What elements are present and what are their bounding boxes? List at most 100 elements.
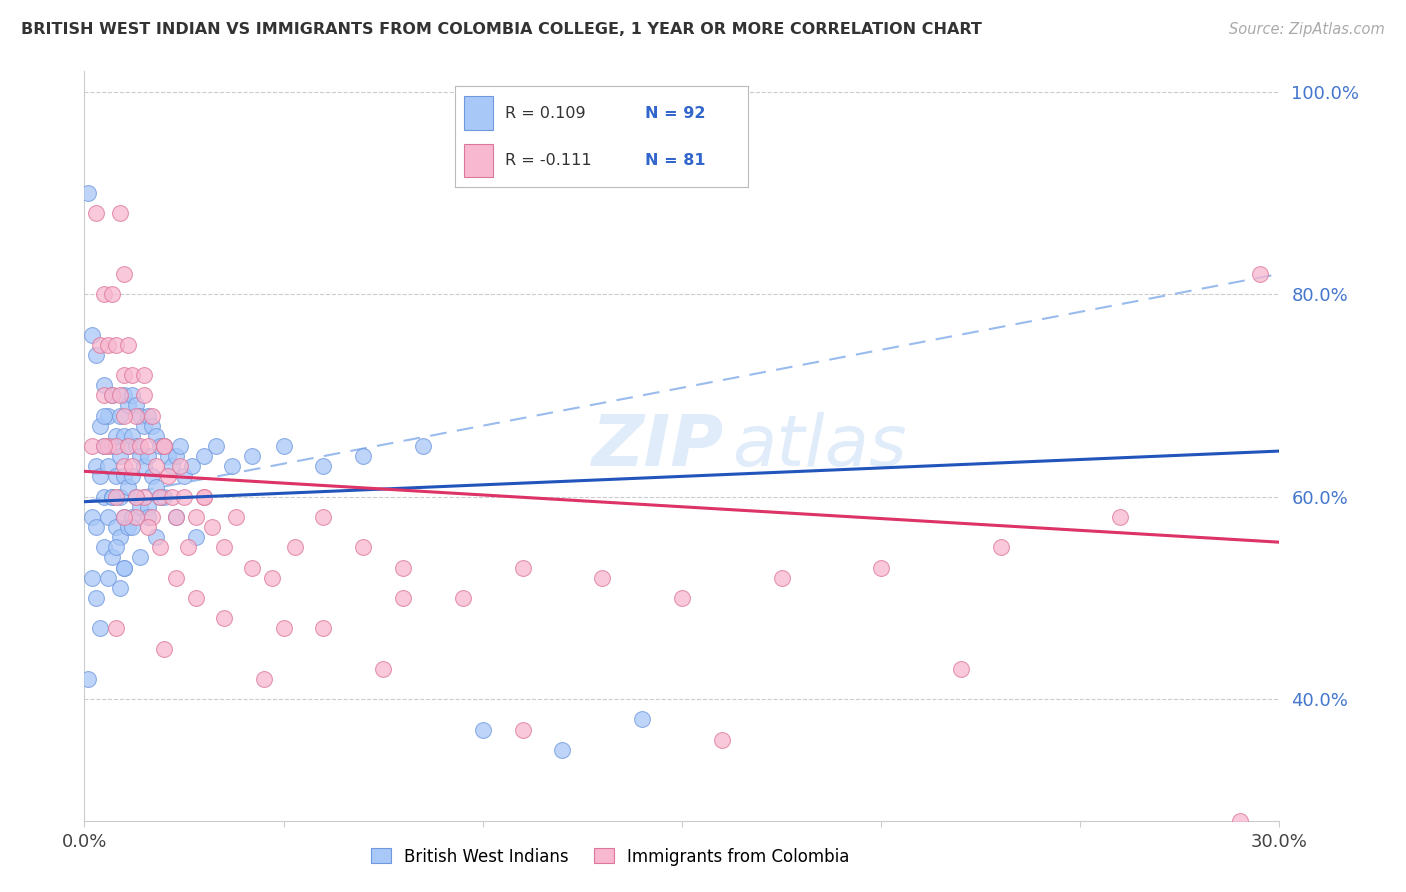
Point <box>129 500 152 514</box>
Point <box>221 459 243 474</box>
Point <box>89 418 111 433</box>
Point <box>77 672 100 686</box>
Point <box>132 490 156 504</box>
Point <box>141 469 163 483</box>
Point <box>97 571 120 585</box>
Point <box>149 490 172 504</box>
Point <box>149 490 172 504</box>
Point <box>149 439 172 453</box>
Point <box>112 429 135 443</box>
Point <box>110 490 132 504</box>
Point <box>86 206 108 220</box>
Point <box>471 723 494 737</box>
Point <box>93 409 115 423</box>
Point <box>671 591 693 605</box>
Point <box>225 509 247 524</box>
Point <box>260 571 283 585</box>
Point <box>86 348 108 362</box>
Point <box>89 469 111 483</box>
Point <box>112 469 135 483</box>
Point <box>591 571 613 585</box>
Point <box>101 388 124 402</box>
Point <box>451 591 474 605</box>
Point <box>160 459 183 474</box>
Point <box>512 723 534 737</box>
Point <box>949 662 972 676</box>
Point <box>86 520 108 534</box>
Point <box>117 337 139 351</box>
Point <box>117 479 139 493</box>
Point <box>105 469 128 483</box>
Point <box>990 541 1012 555</box>
Point <box>105 541 128 555</box>
Point <box>93 439 115 453</box>
Point <box>710 732 733 747</box>
Point <box>82 439 104 453</box>
Point <box>165 449 187 463</box>
Point <box>112 459 135 474</box>
Point <box>129 409 152 423</box>
Point <box>212 541 235 555</box>
Point <box>177 541 200 555</box>
Point <box>1109 509 1132 524</box>
Point <box>273 621 295 635</box>
Point <box>392 560 415 574</box>
Point <box>312 621 335 635</box>
Point <box>284 541 307 555</box>
Point <box>121 469 143 483</box>
Point <box>169 439 191 453</box>
Point <box>165 509 187 524</box>
Point <box>312 509 335 524</box>
Point <box>105 429 128 443</box>
Point <box>82 571 104 585</box>
Point <box>112 388 135 402</box>
Point <box>121 388 143 402</box>
Point <box>312 459 335 474</box>
Point <box>136 520 159 534</box>
Point <box>160 490 183 504</box>
Point <box>117 439 139 453</box>
Point <box>145 459 167 474</box>
Point <box>273 439 295 453</box>
Text: ZIP: ZIP <box>592 411 724 481</box>
Point <box>157 449 180 463</box>
Point <box>105 520 128 534</box>
Point <box>512 560 534 574</box>
Point <box>412 439 434 453</box>
Point <box>136 500 159 514</box>
Point <box>125 439 148 453</box>
Point <box>105 490 128 504</box>
Point <box>112 509 135 524</box>
Text: Source: ZipAtlas.com: Source: ZipAtlas.com <box>1229 22 1385 37</box>
Point <box>110 409 132 423</box>
Point <box>121 459 143 474</box>
Point <box>93 378 115 392</box>
Point <box>110 206 132 220</box>
Point <box>125 409 148 423</box>
Point <box>193 449 215 463</box>
Point <box>240 560 263 574</box>
Point <box>117 520 139 534</box>
Text: atlas: atlas <box>733 411 907 481</box>
Legend: British West Indians, Immigrants from Colombia: British West Indians, Immigrants from Co… <box>364 841 856 872</box>
Point <box>93 490 115 504</box>
Point <box>212 611 235 625</box>
Point <box>101 439 124 453</box>
Point <box>101 287 124 301</box>
Point <box>129 439 152 453</box>
Point <box>112 560 135 574</box>
Point <box>141 418 163 433</box>
Point <box>157 469 180 483</box>
Point <box>101 550 124 565</box>
Point <box>352 449 374 463</box>
Point <box>125 490 148 504</box>
Point <box>105 337 128 351</box>
Point <box>145 429 167 443</box>
Point <box>136 439 159 453</box>
Point <box>112 509 135 524</box>
Point <box>184 530 207 544</box>
Point <box>110 388 132 402</box>
Point <box>631 712 654 726</box>
Point <box>1229 814 1251 828</box>
Point <box>153 641 176 656</box>
